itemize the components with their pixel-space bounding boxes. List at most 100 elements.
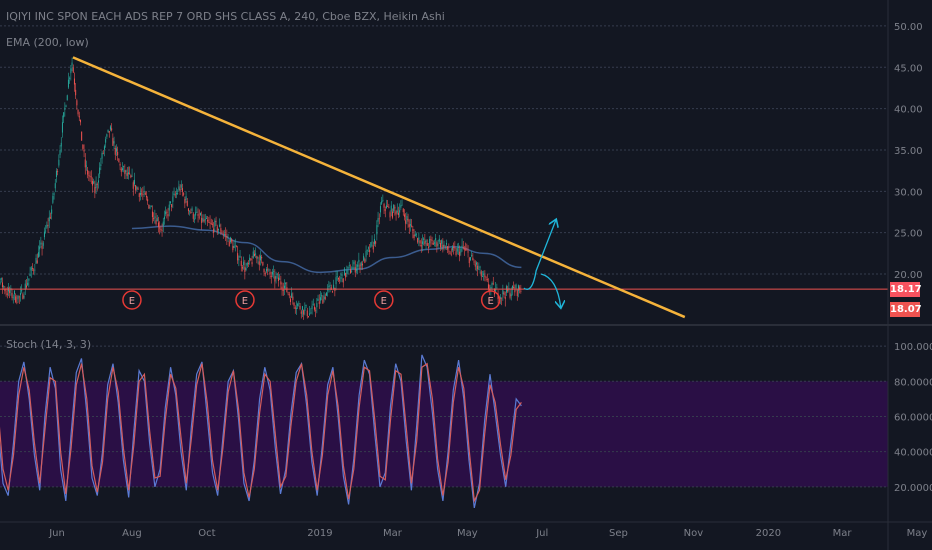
candle-body[interactable] bbox=[509, 292, 511, 298]
candle-body[interactable] bbox=[82, 144, 84, 149]
candle-body[interactable] bbox=[148, 204, 150, 209]
candle-body[interactable] bbox=[323, 295, 325, 300]
candle-body[interactable] bbox=[510, 294, 512, 297]
candle-body[interactable] bbox=[57, 171, 59, 172]
candle-body[interactable] bbox=[167, 214, 169, 217]
candle-body[interactable] bbox=[318, 301, 320, 304]
candle-body[interactable] bbox=[27, 282, 29, 286]
candle-body[interactable] bbox=[237, 253, 239, 261]
candle-body[interactable] bbox=[347, 266, 349, 269]
candle-body[interactable] bbox=[91, 181, 93, 186]
candle-body[interactable] bbox=[461, 245, 463, 248]
candle-body[interactable] bbox=[69, 77, 71, 79]
trendline[interactable] bbox=[72, 56, 686, 319]
projection-arrows[interactable] bbox=[523, 220, 561, 307]
candle-body[interactable] bbox=[358, 259, 360, 263]
candle-body[interactable] bbox=[445, 242, 447, 245]
candle-body[interactable] bbox=[179, 188, 181, 191]
candle-body[interactable] bbox=[288, 294, 290, 296]
candle-body[interactable] bbox=[24, 283, 26, 290]
candle-body[interactable] bbox=[268, 269, 270, 271]
candle-body[interactable] bbox=[502, 290, 504, 294]
candle-body[interactable] bbox=[257, 257, 259, 259]
candle-body[interactable] bbox=[133, 179, 135, 185]
candle-body[interactable] bbox=[291, 293, 293, 298]
candle-body[interactable] bbox=[30, 267, 32, 271]
candle-body[interactable] bbox=[129, 172, 131, 174]
candle-body[interactable] bbox=[259, 255, 261, 261]
candle-body[interactable] bbox=[377, 218, 379, 222]
candle-body[interactable] bbox=[469, 257, 471, 261]
candle-body[interactable] bbox=[139, 192, 141, 195]
candle-body[interactable] bbox=[192, 213, 194, 219]
candle-body[interactable] bbox=[59, 150, 61, 155]
candle-body[interactable] bbox=[85, 165, 87, 167]
candles[interactable] bbox=[0, 57, 522, 320]
candle-body[interactable] bbox=[211, 223, 213, 225]
candle-body[interactable] bbox=[263, 268, 265, 273]
candle-body[interactable] bbox=[421, 241, 423, 244]
candle-body[interactable] bbox=[477, 265, 479, 270]
candle-body[interactable] bbox=[439, 243, 441, 248]
candle-body[interactable] bbox=[496, 287, 498, 289]
candle-body[interactable] bbox=[251, 262, 253, 265]
candle-body[interactable] bbox=[114, 147, 116, 155]
candle-body[interactable] bbox=[11, 292, 13, 298]
candle-body[interactable] bbox=[247, 263, 249, 265]
earnings-marker[interactable] bbox=[235, 290, 255, 310]
candle-body[interactable] bbox=[520, 290, 522, 292]
candle-body[interactable] bbox=[220, 228, 222, 232]
candle-body[interactable] bbox=[94, 187, 96, 193]
candle-body[interactable] bbox=[97, 180, 99, 183]
candle-body[interactable] bbox=[79, 119, 81, 123]
candle-body[interactable] bbox=[219, 224, 221, 227]
candle-body[interactable] bbox=[313, 306, 315, 310]
stoch-legend[interactable]: Stoch (14, 3, 3) bbox=[6, 338, 92, 351]
candle-body[interactable] bbox=[101, 152, 103, 159]
candle-body[interactable] bbox=[143, 191, 145, 193]
candle-body[interactable] bbox=[168, 204, 170, 211]
candle-body[interactable] bbox=[280, 281, 282, 285]
candle-body[interactable] bbox=[172, 196, 174, 202]
candle-body[interactable] bbox=[490, 286, 492, 289]
candle-body[interactable] bbox=[385, 205, 387, 209]
candle-body[interactable] bbox=[305, 304, 307, 307]
candle-body[interactable] bbox=[289, 298, 291, 302]
candle-body[interactable] bbox=[100, 164, 102, 166]
candle-body[interactable] bbox=[83, 150, 85, 152]
candle-body[interactable] bbox=[142, 193, 144, 195]
candle-body[interactable] bbox=[180, 184, 182, 188]
candle-body[interactable] bbox=[196, 211, 198, 213]
candle-body[interactable] bbox=[478, 268, 480, 270]
candle-body[interactable] bbox=[383, 203, 385, 208]
candle-body[interactable] bbox=[161, 230, 163, 231]
candle-body[interactable] bbox=[331, 291, 333, 293]
candle-body[interactable] bbox=[255, 253, 257, 255]
candle-body[interactable] bbox=[106, 134, 108, 137]
candle-body[interactable] bbox=[408, 224, 410, 227]
candle-body[interactable] bbox=[195, 212, 197, 216]
candle-body[interactable] bbox=[447, 246, 449, 250]
candle-body[interactable] bbox=[317, 298, 319, 301]
candle-body[interactable] bbox=[184, 199, 186, 204]
candle-body[interactable] bbox=[53, 193, 55, 195]
candle-body[interactable] bbox=[467, 251, 469, 253]
candle-body[interactable] bbox=[384, 209, 386, 211]
candle-body[interactable] bbox=[33, 269, 35, 271]
candle-body[interactable] bbox=[264, 273, 266, 274]
candle-body[interactable] bbox=[487, 284, 489, 289]
candle-body[interactable] bbox=[426, 242, 428, 246]
candle-body[interactable] bbox=[389, 212, 391, 218]
candle-body[interactable] bbox=[117, 151, 119, 156]
candle-body[interactable] bbox=[365, 250, 367, 257]
candle-body[interactable] bbox=[309, 313, 311, 315]
candle-body[interactable] bbox=[41, 245, 43, 249]
candle-body[interactable] bbox=[213, 228, 215, 233]
candle-body[interactable] bbox=[489, 289, 491, 291]
candle-body[interactable] bbox=[51, 209, 53, 214]
candle-body[interactable] bbox=[73, 78, 75, 85]
candle-body[interactable] bbox=[67, 79, 69, 88]
candle-body[interactable] bbox=[15, 296, 17, 303]
candle-body[interactable] bbox=[271, 271, 273, 275]
candle-body[interactable] bbox=[450, 253, 452, 255]
